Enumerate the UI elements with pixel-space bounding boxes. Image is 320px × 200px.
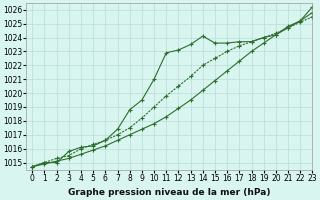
X-axis label: Graphe pression niveau de la mer (hPa): Graphe pression niveau de la mer (hPa)	[68, 188, 270, 197]
